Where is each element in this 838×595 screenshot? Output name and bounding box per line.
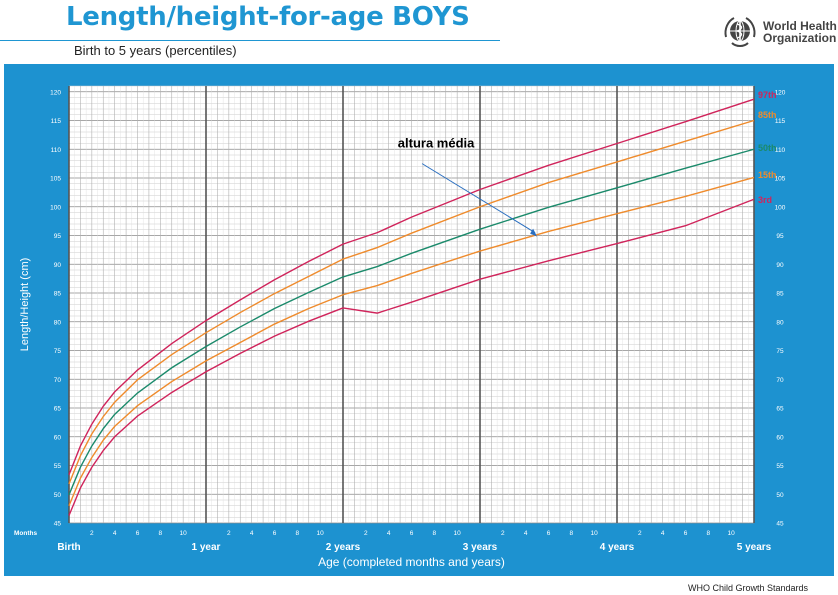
y-tick-label-left: 80 [54, 319, 62, 326]
month-tick-label: 10 [728, 530, 736, 537]
curve-97th-height [342, 98, 755, 245]
month-tick-label: 6 [410, 530, 414, 537]
month-tick-label: 6 [273, 530, 277, 537]
y-tick-label-left: 95 [54, 233, 62, 240]
y-tick-label-left: 70 [54, 377, 62, 384]
curve-15th-height [342, 176, 755, 296]
y-tick-label-left: 110 [51, 147, 62, 154]
month-tick-label: 4 [661, 530, 665, 537]
chart-panel: 45 45 50 50 55 55 60 60 65 65 70 70 75 75 80 80 85 85 90 90… [4, 64, 834, 576]
month-tick-label: 8 [433, 530, 437, 537]
x-axis-title: Age (completed months and years) [318, 555, 505, 569]
month-tick-label: 4 [524, 530, 528, 537]
curve-85th-height [342, 119, 755, 260]
curve-85th-length [68, 258, 344, 485]
month-tick-label: 8 [296, 530, 300, 537]
title-underline [0, 40, 500, 41]
y-tick-label-left: 115 [51, 118, 62, 125]
y-tick-label-right: 95 [776, 233, 784, 240]
month-tick-label: 2 [638, 530, 642, 537]
y-tick-label-left: 60 [54, 434, 62, 441]
curve-50th-length [68, 276, 344, 496]
month-tick-label: 10 [591, 530, 599, 537]
y-tick-label-right: 65 [776, 406, 784, 413]
curve-3rd-height [342, 198, 755, 314]
y-tick-label-left: 85 [54, 291, 62, 298]
y-tick-label-left: 100 [50, 204, 61, 211]
y-tick-label-right: 105 [775, 176, 786, 183]
y-axis-title: Length/Height (cm) [19, 258, 31, 352]
y-tick-label-left: 45 [54, 521, 62, 528]
year-label: 2 years [326, 542, 361, 553]
who-emblem-icon [724, 17, 756, 47]
y-tick-label-right: 45 [776, 521, 784, 528]
y-tick-label-right: 75 [776, 348, 784, 355]
who-name-line1: World Health [763, 19, 837, 33]
month-tick-label: 6 [547, 530, 551, 537]
page-subtitle: Birth to 5 years (percentiles) [74, 43, 237, 58]
month-tick-label: 6 [136, 530, 140, 537]
month-tick-label: 2 [90, 530, 94, 537]
month-tick-label: 4 [250, 530, 254, 537]
series-label-15th: 15th [758, 170, 777, 180]
month-tick-label: 2 [501, 530, 505, 537]
y-tick-label-right: 100 [775, 204, 786, 211]
month-tick-label: 8 [570, 530, 574, 537]
y-tick-label-left: 75 [54, 348, 62, 355]
y-tick-label-right: 80 [776, 319, 784, 326]
year-label: 1 year [192, 542, 221, 553]
y-tick-label-left: 55 [54, 463, 62, 470]
annotation-arrowhead [530, 228, 538, 237]
series-label-97th: 97th [758, 90, 777, 100]
page-title: Length/height-for-age BOYS [66, 2, 470, 32]
month-tick-label: 4 [387, 530, 391, 537]
y-tick-label-right: 60 [776, 434, 784, 441]
y-tick-label-left: 105 [50, 176, 61, 183]
month-tick-label: 10 [180, 530, 188, 537]
y-tick-label-left: 65 [54, 406, 62, 413]
y-tick-label-right: 85 [776, 291, 784, 298]
months-label: Months [14, 530, 37, 537]
source-note: WHO Child Growth Standards [688, 583, 809, 593]
series-label-85th: 85th [758, 110, 777, 120]
year-label: Birth [57, 542, 80, 553]
month-tick-label: 8 [159, 530, 163, 537]
series-label-3rd: 3rd [758, 195, 772, 205]
month-tick-label: 2 [364, 530, 368, 537]
who-name-line2: Organization [763, 31, 837, 45]
y-tick-label-left: 50 [54, 492, 62, 499]
month-tick-label: 8 [707, 530, 711, 537]
y-tick-label-right: 120 [775, 89, 786, 96]
month-tick-label: 2 [227, 530, 231, 537]
y-tick-label-right: 50 [776, 492, 784, 499]
series-label-50th: 50th [758, 143, 777, 153]
y-tick-label-left: 120 [50, 89, 61, 96]
year-label: 3 years [463, 542, 498, 553]
year-label: 5 years [737, 542, 772, 553]
curve-50th-height [342, 148, 755, 278]
month-tick-label: 10 [317, 530, 325, 537]
curve-15th-length [68, 294, 344, 507]
curve-97th-length [68, 243, 344, 475]
curve-3rd-length [68, 307, 344, 516]
y-tick-label-right: 110 [775, 147, 786, 154]
annotation-arrow [421, 163, 536, 234]
year-label: 4 years [600, 542, 635, 553]
who-logo: World Health Organization [722, 15, 837, 49]
y-tick-label-right: 90 [776, 262, 784, 269]
month-tick-label: 10 [454, 530, 462, 537]
growth-chart: 45 45 50 50 55 55 60 60 65 65 70 70 75 75 80 80 85 85 90 90… [14, 85, 786, 569]
y-tick-label-left: 90 [54, 262, 62, 269]
month-tick-label: 6 [684, 530, 688, 537]
y-tick-label-right: 115 [775, 118, 786, 125]
y-tick-label-right: 55 [776, 463, 784, 470]
month-tick-label: 4 [113, 530, 117, 537]
annotation-label: altura média [398, 136, 475, 151]
y-tick-label-right: 70 [776, 377, 784, 384]
